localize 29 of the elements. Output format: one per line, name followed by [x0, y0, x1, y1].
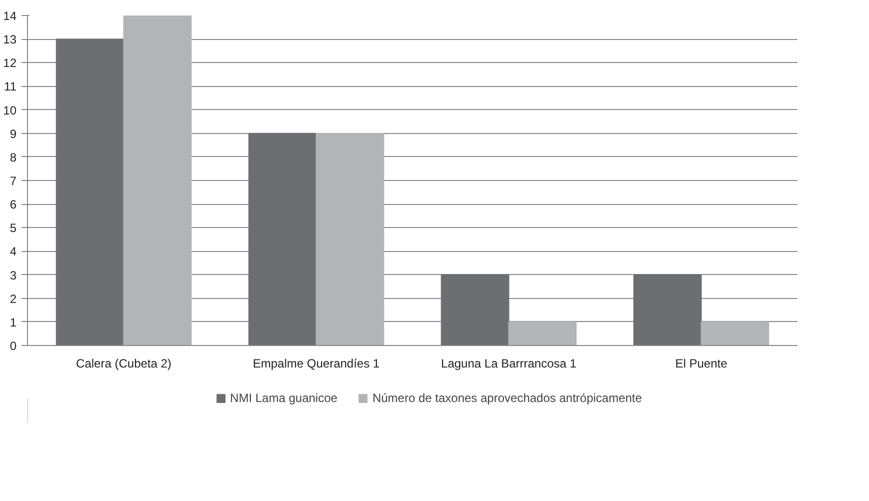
y-tick-label: 13 — [3, 32, 17, 47]
bar — [700, 321, 770, 346]
y-tick-label: 3 — [10, 268, 17, 282]
legend-label: Número de taxones aprovechados antrópicamente — [372, 391, 642, 405]
bar — [633, 274, 702, 346]
y-tick-label: 9 — [10, 126, 17, 141]
y-tick-label: 12 — [3, 56, 17, 70]
x-tick-label: El Puente — [675, 356, 728, 370]
legend-label: NMI Lama guanicoe — [230, 391, 338, 405]
y-tick-label: 6 — [10, 198, 17, 212]
x-tick-label: Calera (Cubeta 2) — [76, 356, 172, 370]
y-tick-label: 2 — [10, 292, 17, 306]
bar — [56, 38, 124, 346]
y-tick-label: 11 — [4, 80, 17, 94]
y-tick-label: 7 — [10, 174, 17, 188]
bar — [123, 16, 192, 346]
y-tick-label: 8 — [10, 150, 17, 164]
y-tick-label: 14 — [3, 9, 17, 23]
bar — [316, 132, 384, 346]
bar — [440, 274, 510, 346]
y-tick-label: 5 — [10, 221, 17, 236]
x-tick-label: Empalme Querandíes 1 — [252, 356, 380, 370]
x-tick-label: Laguna La Barrrancosa 1 — [441, 356, 577, 370]
bar — [508, 321, 577, 346]
bar — [248, 132, 317, 346]
y-tick-label: 4 — [10, 244, 17, 259]
y-tick-label: 0 — [10, 339, 17, 353]
y-tick-label: 10 — [3, 103, 17, 118]
y-tick-label: 1 — [10, 315, 17, 330]
